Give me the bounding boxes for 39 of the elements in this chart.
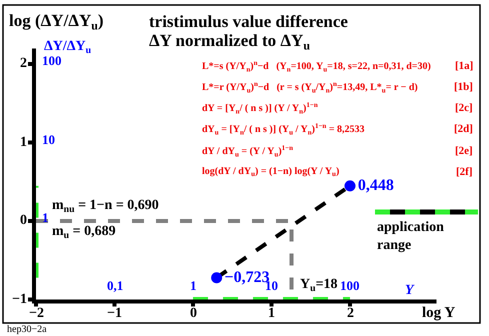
annotation: 100 [340, 278, 360, 293]
text: hep30−2a [7, 324, 48, 335]
y-tick-label: −1 [12, 292, 27, 307]
x-tick-label: 0 [190, 306, 197, 321]
x-tick-label: 1 [268, 306, 275, 321]
x-axis-title: log Y [422, 305, 456, 321]
annotation: dY = [Y$_{n}$/ ( n s )] (Y / Y$_{n}$)$^{1−n}$ [202, 101, 318, 116]
text: [1a] [455, 60, 474, 72]
annotation: 1 [190, 278, 196, 293]
x-tick-label: −1 [107, 306, 122, 321]
x-tick-label: 2 [347, 306, 354, 321]
annotation: 100 [42, 53, 62, 68]
y-tick-label: 0 [20, 213, 27, 228]
text: [1b] [454, 81, 473, 93]
annotation: log(dY / dY$_{u}$) = (1−n) log(Y / Y$_{u}$) [202, 166, 340, 178]
x-tick-label: −2 [29, 306, 44, 321]
text: L*=r (Y/Y$_{u}$)$^{n}$−d (r = s (Y$_{u}$/Y$_{n}$)$^{n}$=13,49, L*$_{u}$= r − d) [202, 80, 418, 94]
text: [2f] [456, 166, 472, 178]
text: dY$_{u}$ = [Y$_{n}$/ ( n s )] (Y$_{u}$ / Y$_{n}$)$^{1−n}$ = 8,2533 [202, 122, 365, 136]
text: application range [377, 220, 444, 254]
annotation: 10 [42, 132, 55, 147]
y-tick-label: 2 [20, 56, 27, 71]
annotation: m$_{u}$ = 0,689 [52, 224, 116, 241]
y-axis-title: log (ΔY/ΔY$_{u}$) [9, 11, 104, 33]
annotation: m$_{nu}$ = 1−n = 0,690 [52, 198, 159, 215]
annotation: 0,1 [107, 278, 124, 293]
annotation: dY / dY$_{u}$ = (Y / Y$_{u}$)$^{1−n}$ [202, 144, 294, 158]
annotation: 1 [42, 210, 48, 225]
annotation: Y$_{u}$=18 [300, 277, 338, 294]
text: [2c] [455, 102, 473, 114]
text: [2e] [455, 145, 473, 157]
annotation: Y [405, 283, 415, 298]
annotation: ΔY/ΔY$_{u}$ [44, 39, 92, 56]
chart-title: tristimulus value difference [149, 12, 348, 31]
data-label: 0,448 [358, 176, 394, 194]
y-tick-label: 1 [20, 135, 27, 150]
chart-subtitle: ΔY normalized to ΔY$_{u}$ [149, 31, 310, 53]
text: [2d] [454, 123, 473, 135]
text: L*=s (Y/Y$_{n}$)$^{n}$−d (Y$_{n}$=100, Y$_{u}$=18, s=22, n=0,31, d=30) [202, 59, 431, 74]
